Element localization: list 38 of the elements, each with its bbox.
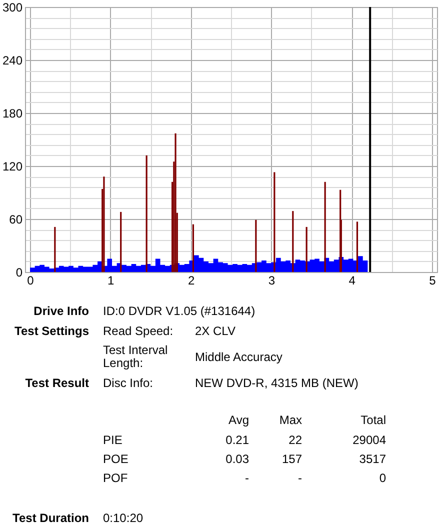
text: 0.03 bbox=[226, 452, 249, 466]
text: NEW DVD-R, 4315 MB (NEW) bbox=[195, 376, 358, 390]
text: Disc Info: bbox=[103, 376, 154, 390]
text: Drive Info bbox=[34, 304, 89, 318]
text: - bbox=[245, 471, 249, 485]
text: 2X CLV bbox=[195, 324, 236, 338]
y-tick-label: 180 bbox=[2, 106, 23, 120]
x-tick-label: 1 bbox=[108, 274, 115, 288]
text: Max bbox=[279, 413, 302, 427]
text: 157 bbox=[282, 452, 302, 466]
text: 0:10:20 bbox=[103, 511, 144, 525]
text: Test Result bbox=[25, 376, 89, 390]
x-tick-label: 0 bbox=[27, 274, 34, 288]
text: - bbox=[298, 471, 302, 485]
y-tick-label: 60 bbox=[9, 212, 23, 226]
text: 22 bbox=[288, 433, 302, 447]
text: Read Speed: bbox=[103, 324, 174, 338]
text: POF bbox=[103, 471, 128, 485]
y-tick-label: 300 bbox=[2, 0, 23, 14]
text: Test Settings bbox=[14, 324, 89, 338]
text: Test Duration bbox=[12, 511, 89, 525]
text: 3517 bbox=[359, 452, 386, 466]
text: 0.21 bbox=[226, 433, 249, 447]
x-tick-label: 4 bbox=[348, 274, 356, 288]
x-tick-label: 2 bbox=[188, 274, 195, 288]
text: 29004 bbox=[352, 433, 386, 447]
y-tick-label: 120 bbox=[2, 160, 23, 174]
text: Test Interval Length: bbox=[103, 343, 169, 370]
text: ID:0 DVDR V1.05 (#131644) bbox=[103, 304, 256, 318]
x-tick-label: 5 bbox=[429, 274, 436, 288]
y-tick-label: 240 bbox=[2, 54, 23, 68]
x-tick-label: 3 bbox=[268, 274, 276, 288]
text: 0 bbox=[379, 471, 386, 485]
text: Middle Accuracy bbox=[195, 350, 282, 364]
text: PIE bbox=[103, 433, 122, 447]
text: Avg bbox=[228, 413, 249, 427]
text: POE bbox=[103, 452, 128, 466]
text: Total bbox=[360, 413, 386, 427]
